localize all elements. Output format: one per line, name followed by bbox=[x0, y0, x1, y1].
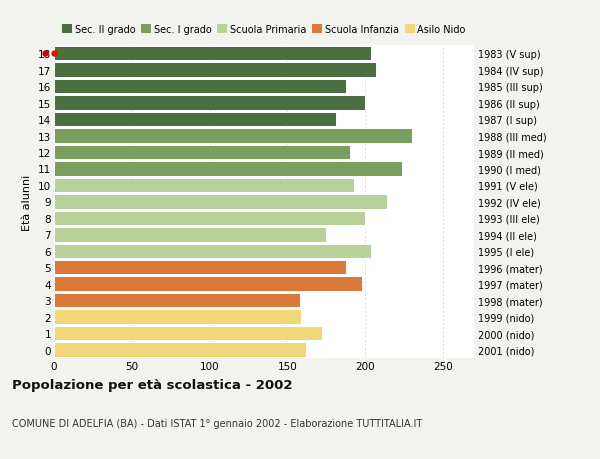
Legend: Sec. II grado, Sec. I grado, Scuola Primaria, Scuola Infanzia, Asilo Nido: Sec. II grado, Sec. I grado, Scuola Prim… bbox=[62, 25, 466, 35]
Bar bbox=[54, 211, 365, 226]
Bar bbox=[54, 326, 322, 341]
Bar bbox=[54, 178, 354, 193]
Bar bbox=[54, 228, 326, 242]
Bar bbox=[54, 260, 346, 275]
Bar bbox=[54, 342, 306, 357]
Bar bbox=[54, 195, 387, 209]
Bar bbox=[54, 96, 365, 111]
Bar bbox=[54, 162, 403, 176]
Bar bbox=[54, 112, 335, 127]
Bar bbox=[54, 310, 301, 324]
Bar bbox=[54, 277, 362, 291]
Bar bbox=[54, 63, 376, 78]
Bar bbox=[54, 244, 371, 258]
Bar bbox=[54, 47, 371, 62]
Bar bbox=[54, 129, 412, 144]
Bar bbox=[54, 80, 346, 94]
Text: Popolazione per età scolastica - 2002: Popolazione per età scolastica - 2002 bbox=[12, 379, 293, 392]
Y-axis label: Età alunni: Età alunni bbox=[22, 174, 32, 230]
Bar bbox=[54, 146, 350, 160]
Bar bbox=[54, 293, 300, 308]
Text: COMUNE DI ADELFIA (BA) - Dati ISTAT 1° gennaio 2002 - Elaborazione TUTTITALIA.IT: COMUNE DI ADELFIA (BA) - Dati ISTAT 1° g… bbox=[12, 418, 422, 428]
